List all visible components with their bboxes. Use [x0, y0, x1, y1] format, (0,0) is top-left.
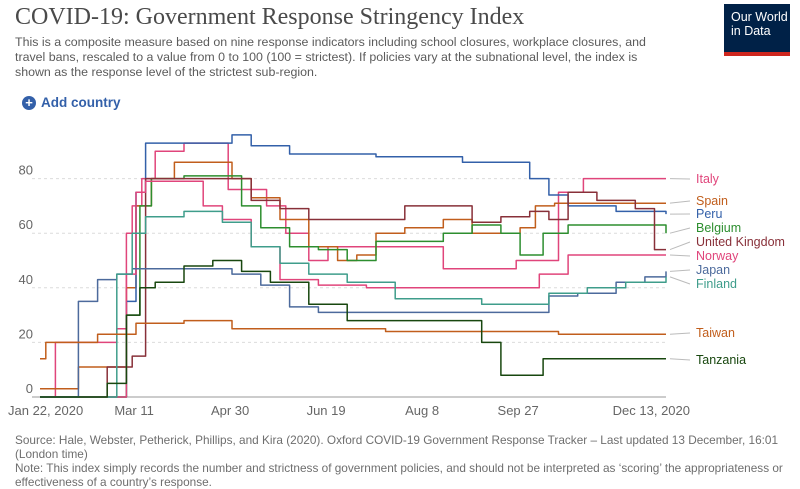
legend-label[interactable]: Peru	[696, 207, 722, 221]
series-line-taiwan[interactable]	[40, 319, 666, 360]
y-tick-label: 0	[26, 381, 33, 396]
legend-label[interactable]: United Kingdom	[696, 235, 785, 249]
x-tick-label: Aug 8	[405, 403, 439, 418]
x-tick-label: Apr 30	[211, 403, 249, 418]
add-country-label: Add country	[41, 95, 121, 110]
logo-stripe	[724, 52, 790, 56]
series-line-united-kingdom[interactable]	[40, 177, 666, 398]
series-line-peru[interactable]	[40, 134, 667, 398]
line-chart[interactable]: 0 20 40 60 80 Jan 22, 2020 Mar 11 Apr 30 Jun 19 A…	[0, 115, 800, 430]
legend-label[interactable]: Finland	[696, 277, 737, 291]
legend-leader-line	[669, 276, 691, 285]
legend-leader-line	[669, 241, 691, 251]
series-line-belgium[interactable]	[40, 175, 667, 398]
legend-leader-line	[669, 254, 691, 257]
logo-line-1: Our World	[731, 10, 788, 24]
x-tick-label: Dec 13, 2020	[613, 403, 690, 418]
y-tick-label: 20	[19, 326, 33, 341]
x-tick-label: Jun 19	[307, 403, 346, 418]
legend-leader-line	[669, 269, 691, 272]
series-line-finland[interactable]	[40, 210, 667, 398]
source-note: Source: Hale, Webster, Petherick, Philli…	[15, 433, 779, 461]
add-country-button[interactable]: + Add country	[22, 95, 121, 110]
plus-circle-icon: +	[22, 95, 36, 110]
series-line-norway[interactable]	[40, 180, 666, 398]
y-tick-label: 60	[19, 217, 33, 232]
y-tick-label: 40	[19, 272, 33, 287]
chart-subtitle: This is a composite measure based on nin…	[15, 35, 646, 79]
chart-title: COVID-19: Government Response Stringency…	[15, 4, 525, 30]
legend-label[interactable]: Tanzania	[696, 353, 746, 367]
legend-leader-line	[669, 200, 691, 204]
legend-leader-line	[669, 332, 691, 335]
x-tick-label: Jan 22, 2020	[8, 403, 83, 418]
legend-label[interactable]: Norway	[696, 249, 739, 263]
legend-label[interactable]: Taiwan	[696, 326, 735, 340]
legend-leader-line	[669, 358, 691, 361]
legend-label[interactable]: Belgium	[696, 221, 741, 235]
logo-line-2: in Data	[731, 24, 771, 38]
series-line-italy[interactable]	[40, 142, 666, 398]
disclaimer-note: Note: This index simply records the numb…	[15, 461, 783, 489]
x-tick-label: Sep 27	[498, 403, 539, 418]
owid-logo[interactable]: Our World in Data	[724, 4, 790, 52]
legend-label[interactable]: Spain	[696, 194, 728, 208]
series-line-tanzania[interactable]	[40, 259, 666, 398]
legend-leader-line	[669, 227, 691, 234]
x-tick-label: Mar 11	[114, 403, 154, 418]
chart-footer: Source: Hale, Webster, Petherick, Philli…	[15, 433, 785, 489]
series-line-spain[interactable]	[40, 161, 666, 390]
legend-label[interactable]: Japan	[696, 263, 730, 277]
y-tick-label: 80	[19, 163, 33, 178]
legend-label[interactable]: Italy	[696, 172, 720, 186]
